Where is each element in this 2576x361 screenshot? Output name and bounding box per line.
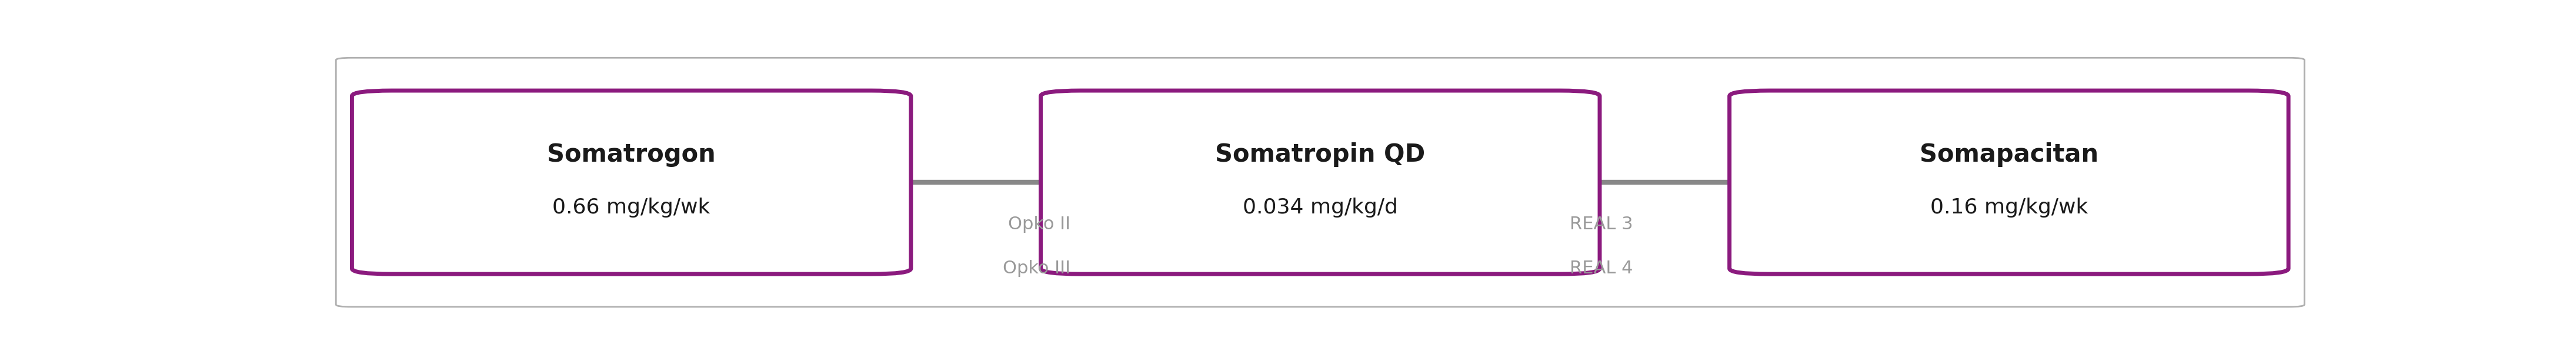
Text: Opko II: Opko II [1007,216,1072,233]
Text: REAL 3: REAL 3 [1569,216,1633,233]
Text: Opko III: Opko III [1002,260,1072,277]
Text: Somatrogon: Somatrogon [546,142,716,167]
FancyBboxPatch shape [1041,91,1600,274]
Text: 0.66 mg/kg/wk: 0.66 mg/kg/wk [551,197,711,217]
Text: 0.16 mg/kg/wk: 0.16 mg/kg/wk [1929,197,2089,217]
FancyBboxPatch shape [335,58,2306,307]
Text: Somapacitan: Somapacitan [1919,142,2099,167]
Text: Somatropin QD: Somatropin QD [1216,142,1425,167]
FancyBboxPatch shape [353,91,912,274]
Text: REAL 4: REAL 4 [1569,260,1633,277]
Text: 0.034 mg/kg/d: 0.034 mg/kg/d [1242,197,1399,217]
FancyBboxPatch shape [1728,91,2287,274]
